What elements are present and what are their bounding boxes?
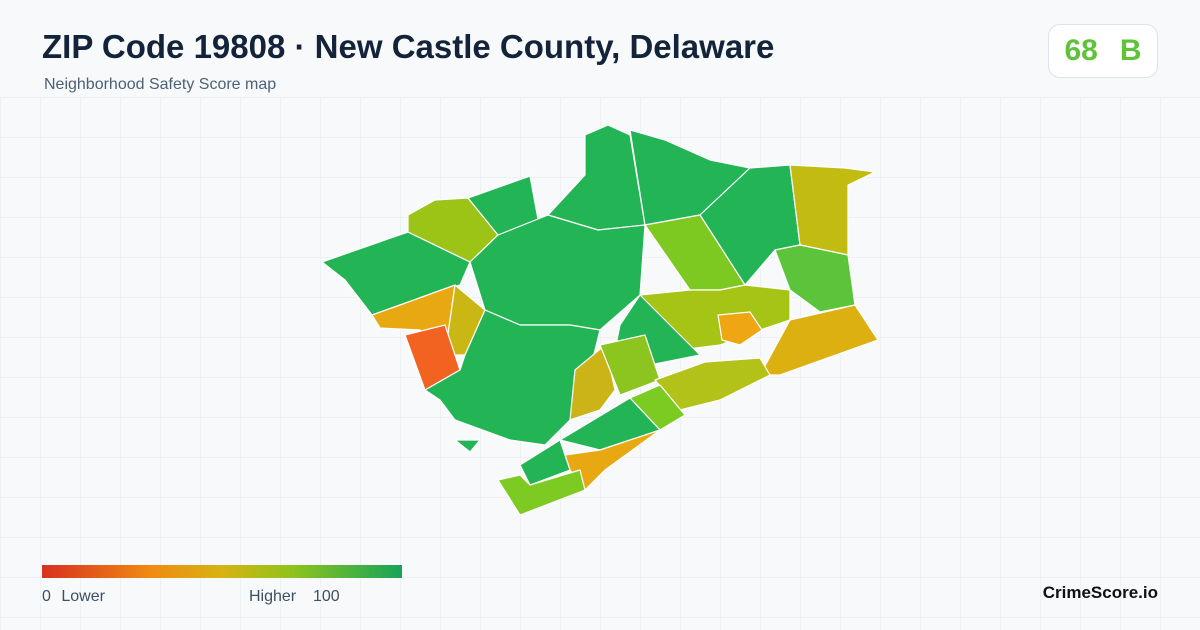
legend-min: 0 <box>42 588 51 605</box>
score-value: 68 <box>1064 34 1098 67</box>
area <box>717 311 763 346</box>
legend-labels: 0 Lower Higher 100 <box>42 588 402 606</box>
area <box>519 439 571 486</box>
zip-map <box>321 124 879 516</box>
legend-scale <box>42 565 402 578</box>
score-grade: B <box>1119 34 1142 67</box>
subtitle: Neighborhood Safety Score map <box>44 76 277 93</box>
area <box>569 344 616 421</box>
legend-max: 100 <box>313 588 340 605</box>
brand: CrimeScore.io <box>1042 583 1158 602</box>
score-badge: 68 B <box>1048 24 1158 78</box>
area <box>497 469 586 516</box>
area <box>454 439 481 453</box>
legend-min-label: Lower <box>61 588 105 605</box>
area <box>424 309 601 446</box>
title: ZIP Code 19808 · New Castle County, Dela… <box>42 28 775 65</box>
legend-max-label: Higher <box>249 588 297 605</box>
